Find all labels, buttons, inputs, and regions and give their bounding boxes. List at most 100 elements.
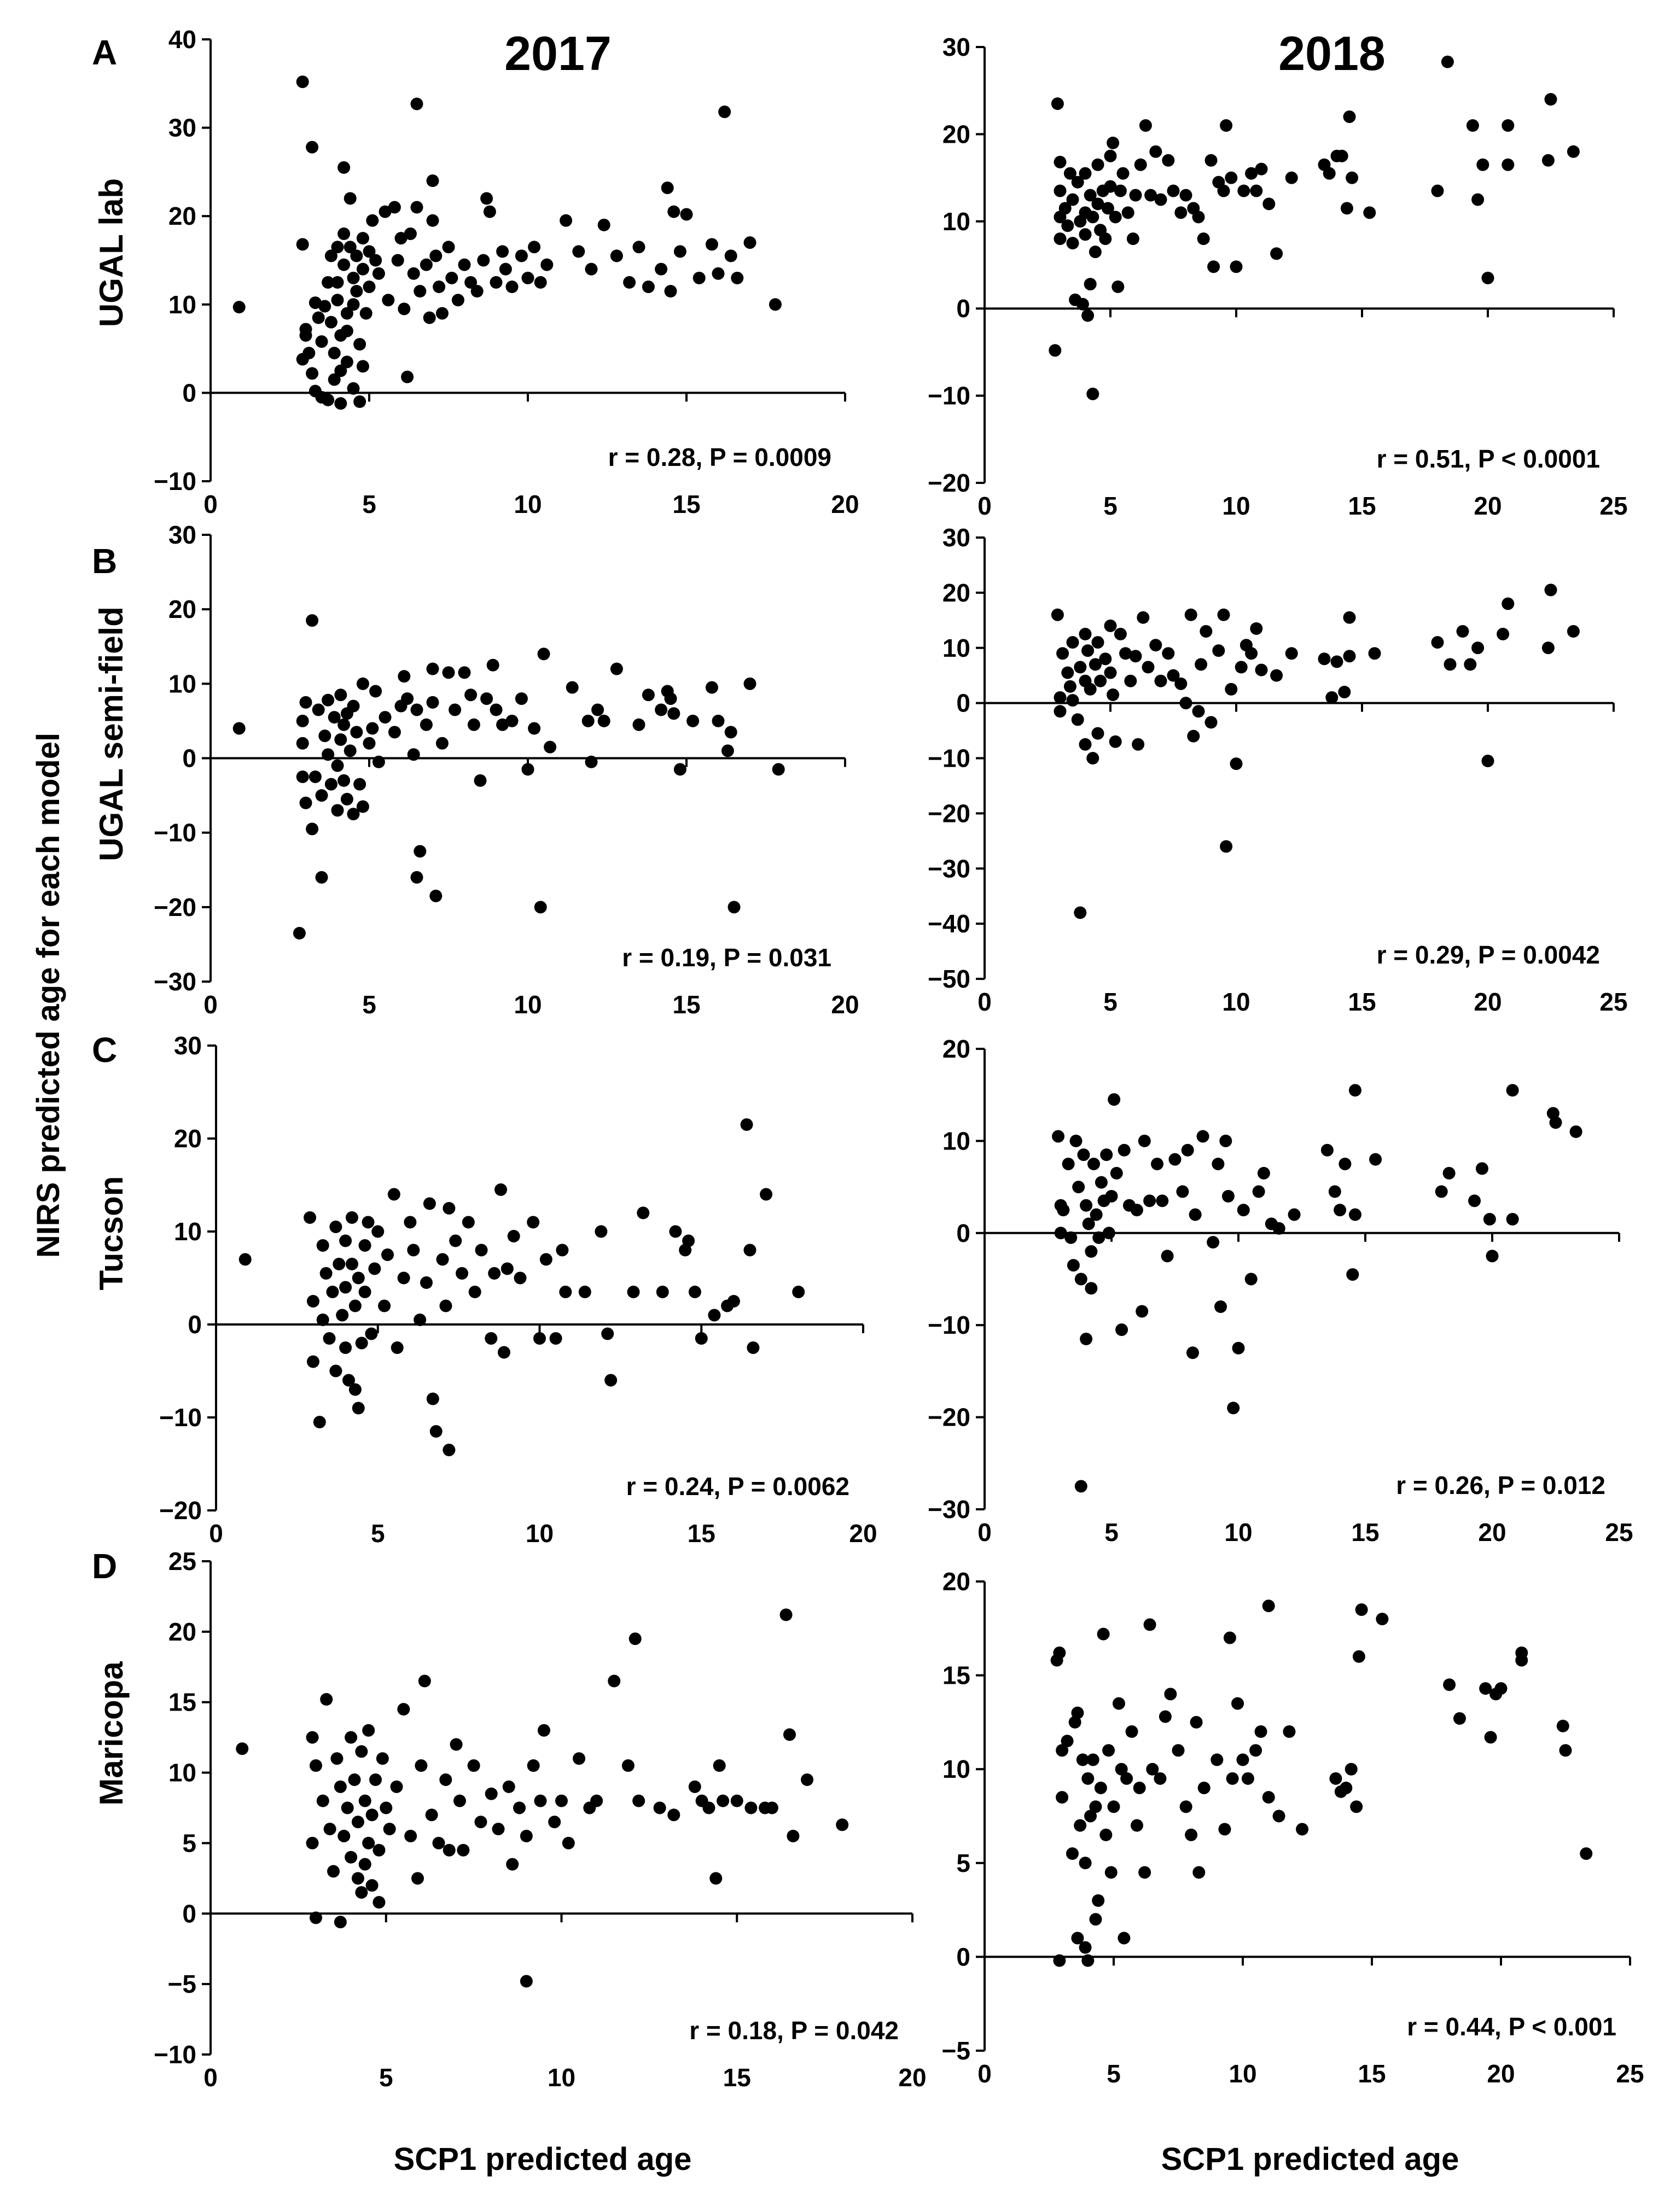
data-point — [1130, 1819, 1143, 1832]
y-tick-label-b-2018: −40 — [928, 909, 970, 938]
data-point — [387, 1188, 400, 1201]
data-point — [1058, 202, 1072, 215]
data-point — [347, 699, 360, 713]
data-point — [1250, 622, 1263, 635]
data-point — [1254, 1725, 1267, 1738]
data-point — [744, 1801, 758, 1814]
data-point — [329, 1364, 342, 1378]
data-point — [347, 271, 360, 284]
data-point — [1479, 1682, 1492, 1695]
data-point — [443, 1202, 456, 1215]
data-point — [747, 1341, 760, 1354]
stat-annotation-d-2018: r = 0.44, P < 0.001 — [1407, 2012, 1616, 2041]
data-point — [322, 393, 335, 406]
data-point — [709, 1872, 723, 1885]
y-tick-label-d-2017: 20 — [168, 1618, 196, 1646]
data-point — [1092, 1231, 1105, 1244]
data-point — [365, 1879, 379, 1892]
y-tick-label-d-2017: 0 — [182, 1899, 196, 1928]
data-point — [1184, 608, 1197, 621]
data-point — [334, 397, 347, 410]
data-point — [1443, 1678, 1456, 1691]
data-point — [1126, 232, 1139, 246]
data-point — [1475, 1162, 1488, 1175]
data-point — [1214, 1300, 1227, 1314]
data-point — [1453, 1712, 1466, 1725]
data-point — [549, 1332, 562, 1345]
row-letter-a: A — [92, 33, 117, 72]
data-point — [1149, 639, 1162, 652]
data-point — [688, 1286, 701, 1298]
y-tick-label-c-2017: 20 — [174, 1124, 202, 1153]
data-point — [1192, 705, 1205, 718]
data-point — [356, 262, 369, 276]
data-point — [682, 1234, 695, 1247]
data-point — [556, 1244, 569, 1257]
data-point — [521, 763, 534, 776]
data-point — [1217, 608, 1230, 621]
data-point — [1104, 149, 1117, 162]
data-point — [562, 1836, 575, 1849]
data-point — [348, 1383, 362, 1396]
data-point — [1104, 666, 1117, 679]
x-tick-label-d-2017: 15 — [723, 2063, 751, 2092]
data-point — [713, 1759, 726, 1772]
data-point — [1196, 1130, 1209, 1143]
y-tick-label-b-2017: −20 — [154, 893, 196, 921]
data-point — [304, 1211, 317, 1224]
data-point — [1114, 184, 1127, 197]
x-tick-label-b-2017: 0 — [203, 990, 218, 1019]
stat-annotation-a-2017: r = 0.28, P = 0.0009 — [608, 443, 831, 471]
data-point — [302, 347, 316, 360]
data-point — [787, 1830, 800, 1843]
data-point — [595, 1225, 608, 1238]
data-point — [456, 1267, 469, 1280]
data-point — [1255, 663, 1268, 676]
data-point — [443, 1843, 456, 1857]
data-point — [632, 718, 645, 731]
data-point — [1559, 1744, 1572, 1757]
data-point — [1161, 1250, 1174, 1263]
data-point — [1502, 597, 1515, 610]
data-point — [1144, 189, 1157, 202]
y-tick-label-b-2018: 0 — [956, 689, 970, 717]
data-point — [1102, 1227, 1115, 1240]
data-point — [358, 1794, 371, 1807]
data-point — [1544, 93, 1557, 106]
data-point — [1262, 1791, 1275, 1804]
data-point — [1502, 158, 1515, 171]
data-point — [496, 718, 509, 731]
data-point — [1109, 211, 1122, 224]
data-point — [597, 218, 610, 231]
data-point — [1442, 1166, 1456, 1180]
shared-y-axis-label: NIRS predicted age for each model — [31, 733, 66, 1258]
y-tick-label-c-2018: 10 — [942, 1127, 970, 1155]
data-point — [1074, 1480, 1087, 1493]
data-point — [513, 1801, 526, 1814]
y-tick-label-d-2018: 15 — [942, 1661, 970, 1690]
data-point — [1172, 1744, 1185, 1757]
data-point — [1227, 1402, 1240, 1415]
data-point — [1245, 167, 1258, 180]
data-point — [721, 744, 734, 757]
data-point — [345, 1851, 358, 1864]
data-point — [836, 1818, 849, 1831]
data-point — [1329, 1772, 1342, 1785]
data-point — [1104, 1866, 1118, 1879]
data-point — [1090, 1208, 1103, 1221]
data-point — [420, 258, 433, 271]
x-tick-label-d-2017: 10 — [548, 2063, 575, 2092]
data-point — [1130, 1204, 1143, 1217]
data-point — [1225, 682, 1238, 696]
data-point — [371, 1225, 385, 1238]
y-tick-label-b-2017: −30 — [154, 967, 196, 996]
data-point — [1541, 154, 1555, 167]
data-point — [496, 245, 509, 258]
data-point — [341, 1801, 354, 1814]
data-point — [1318, 652, 1331, 666]
data-point — [506, 1858, 519, 1871]
y-tick-label-a-2018: 0 — [956, 294, 970, 323]
data-point — [730, 1794, 743, 1807]
row-label-maricopa: Maricopa — [93, 1661, 130, 1806]
